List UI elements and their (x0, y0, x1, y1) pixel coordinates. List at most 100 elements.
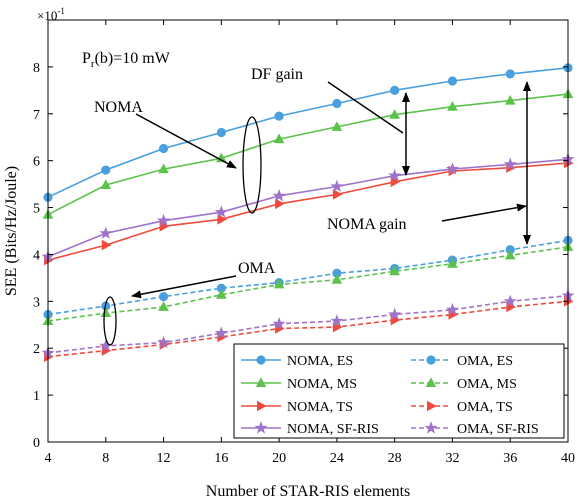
legend-label-oma-ts: OMA, TS (457, 400, 513, 415)
data-point-noma-sf-ris (330, 179, 344, 192)
y-tick-label: 7 (33, 108, 40, 123)
x-tick-label: 20 (272, 451, 286, 466)
x-axis-label: Number of STAR-RIS elements (206, 483, 410, 500)
data-point-oma-sf-ris (388, 307, 402, 320)
plot-frame (47, 19, 569, 443)
x-tick-label: 24 (330, 451, 344, 466)
x-tick-label: 12 (157, 451, 171, 466)
x-tick-label: 28 (388, 451, 402, 466)
data-point-noma-sf-ris (99, 226, 113, 239)
series-line-noma-sf-ris (47, 158, 569, 258)
data-point-noma-es (332, 98, 342, 109)
data-point-oma-ms (273, 278, 285, 289)
data-point-oma-sf-ris (214, 326, 228, 339)
data-point-noma-sf-ris (214, 205, 228, 218)
y-tick-label: 8 (33, 61, 40, 76)
data-point-noma-ts (275, 198, 285, 210)
data-point-noma-ts (332, 189, 343, 200)
data-point-oma-ms (216, 289, 227, 299)
oma-annotation: OMA (238, 260, 276, 277)
data-point-noma-sf-ris (272, 189, 286, 202)
data-point-noma-es (447, 76, 458, 86)
series-line-oma-es (47, 239, 569, 316)
y-tick-label: 1 (33, 389, 40, 404)
data-point-oma-sf-ris (446, 302, 459, 316)
noma-arrow (135, 113, 237, 169)
data-point-noma-ms (158, 163, 169, 174)
data-point-oma-ms (389, 265, 400, 276)
oma-ellipse (103, 296, 117, 346)
series-lines (47, 67, 569, 358)
x-tick-label: 32 (445, 451, 459, 466)
data-point-oma-es (158, 292, 169, 302)
legend-label-noma-ts: NOMA, TS (287, 400, 353, 415)
data-point-oma-ms (100, 307, 112, 318)
data-point-noma-ts (101, 239, 112, 251)
legend-marker-oma-ts (426, 400, 437, 412)
data-point-noma-ms (447, 101, 458, 111)
legend-marker-noma-es (256, 355, 266, 365)
df-gain-annotation: DF gain (251, 66, 303, 83)
data-point-noma-sf-ris (503, 157, 517, 170)
noma-gain-annotation: NOMA gain (327, 216, 407, 233)
oma-arrow (131, 275, 237, 299)
data-point-oma-sf-ris (272, 317, 286, 330)
legend-marker-oma-ms (425, 377, 437, 388)
legend-items: NOMA, ES NOMA, MS NOMA, TS NOMA, SF-RIS OMA,… (241, 354, 539, 437)
x-tick-label: 4 (45, 451, 52, 466)
data-point-noma-sf-ris (157, 213, 170, 227)
legend-label-noma-ms: NOMA, MS (287, 377, 357, 392)
legend-label-oma-ms: OMA, MS (457, 377, 517, 392)
series-line-oma-sf-ris (47, 294, 569, 354)
y-tick-label: 4 (33, 248, 40, 263)
legend-label-noma-sf-ris: NOMA, SF-RIS (287, 422, 379, 437)
df-gain-pointer (327, 81, 404, 134)
data-point-noma-ts (217, 214, 228, 225)
x-axis-ticks: 4 8 12 16 20 24 28 32 36 40 (45, 20, 575, 466)
power-annotation: Pr(b)=10 mW (82, 50, 171, 70)
series-line-noma-ms (47, 93, 569, 216)
data-point-noma-es (505, 69, 515, 79)
data-point-oma-sf-ris (330, 314, 344, 327)
legend-label-oma-sf-ris: OMA, SF-RIS (457, 422, 539, 437)
noma-ellipse (242, 116, 262, 214)
data-point-noma-ms (216, 152, 227, 163)
y-axis-label: SEE (Bits/Hz/Joule) (3, 166, 20, 296)
data-point-noma-ms (273, 133, 285, 144)
y-tick-label: 2 (33, 342, 40, 357)
legend-marker-oma-es (426, 355, 436, 365)
data-point-noma-ms (100, 179, 112, 190)
legend-label-oma-es: OMA, ES (457, 354, 513, 369)
series-line-oma-ts (47, 300, 569, 358)
data-point-noma-es (158, 143, 169, 154)
legend-marker-oma-sf-ris (424, 421, 438, 434)
legend-label-noma-es: NOMA, ES (287, 354, 353, 369)
data-point-noma-ms (389, 109, 400, 119)
y-tick-label: 3 (33, 295, 40, 310)
legend-marker-noma-ts (256, 400, 267, 412)
legend-marker-noma-ms (255, 377, 267, 388)
y-axis-ticks: 0 1 2 3 4 5 6 7 8 (33, 19, 568, 451)
data-point-noma-sf-ris (446, 162, 459, 175)
data-point-oma-sf-ris (157, 335, 170, 349)
data-point-noma-sf-ris (388, 168, 402, 182)
noma-annotation: NOMA (94, 99, 143, 116)
data-point-noma-es (390, 85, 400, 95)
data-point-noma-ms (331, 121, 343, 131)
data-point-noma-es (101, 165, 111, 175)
series-line-noma-ts (47, 162, 569, 261)
legend-marker-noma-sf-ris (254, 421, 268, 434)
data-point-noma-ms (504, 94, 516, 105)
data-point-oma-ms (447, 258, 458, 268)
series-line-noma-es (47, 67, 569, 198)
y-tick-label: 0 (33, 436, 40, 451)
x-tick-label: 8 (102, 451, 109, 466)
y-exponent: ×10-1 (37, 6, 65, 23)
x-tick-label: 36 (503, 451, 517, 466)
data-point-noma-es (216, 127, 226, 138)
x-tick-label: 16 (214, 451, 228, 466)
data-point-oma-sf-ris (99, 339, 113, 352)
noma-gain-pointer (441, 203, 527, 222)
legend: NOMA, ES NOMA, MS NOMA, TS NOMA, SF-RIS OMA,… (233, 343, 565, 439)
